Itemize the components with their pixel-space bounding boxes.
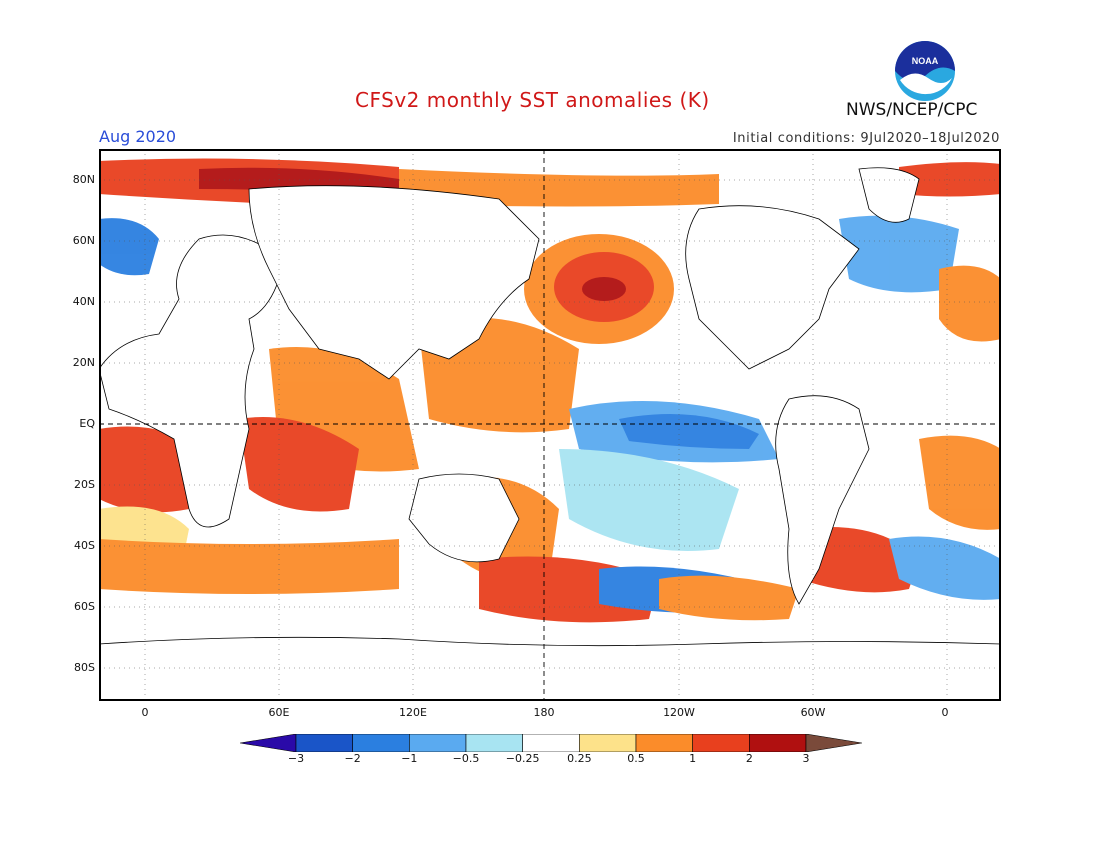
lat-label-80n: 80N [72,173,95,186]
lat-label-eq: EQ [79,417,95,430]
colorbar-arrow-max [805,734,862,752]
lon-label-120w: 120W [663,706,695,719]
colorbar-tick-label: 3 [802,752,810,765]
noaa-logo: NOAA [895,41,955,101]
colorbar-box [352,734,410,752]
colorbar-box [579,734,637,752]
colorbar-tick-label: −1 [401,752,418,765]
colorbar-box [522,734,580,752]
colorbar-box [295,734,353,752]
lat-label-20n: 20N [72,356,95,369]
lat-label-60n: 60N [72,234,95,247]
org-label: NWS/NCEP/CPC [846,100,978,120]
colorbar-box [635,734,693,752]
lon-label-0-east: 0 [941,706,949,719]
colorbar-tick-label: 2 [745,752,753,765]
sst-anomaly-map [99,149,1001,701]
svg-text:NOAA: NOAA [912,56,939,66]
colorbar-box [409,734,467,752]
anomaly-fields [99,158,1001,623]
gridlines [99,149,1001,701]
lat-label-40s: 40S [74,539,95,552]
lon-label-60e: 60E [268,706,290,719]
colorbar-box [692,734,750,752]
lat-label-60s: 60S [74,600,95,613]
lat-label-80s: 80S [74,661,95,674]
colorbar-tick-label: −0.5 [452,752,480,765]
colorbar [240,734,862,752]
lat-label-40n: 40N [72,295,95,308]
colorbar-tick-label: −2 [344,752,361,765]
colorbar-tick-label: 0.25 [567,752,592,765]
colorbar-box [465,734,523,752]
lon-label-60w: 60W [800,706,826,719]
colorbar-tick-label: −0.25 [505,752,540,765]
lon-label-0: 0 [141,706,149,719]
colorbar-arrow-min [240,734,297,752]
colorbar-tick-label: 0.5 [627,752,645,765]
lon-label-180: 180 [533,706,555,719]
initial-conditions: Initial conditions: 9Jul2020–18Jul2020 [732,131,1000,146]
colorbar-tick-label: 1 [689,752,697,765]
lat-label-20s: 20S [74,478,95,491]
colorbar-tick-label: −3 [287,752,305,765]
valid-month: Aug 2020 [99,127,177,146]
colorbar-box [749,734,807,752]
continents [99,167,1001,701]
lon-label-120e: 120E [399,706,427,719]
map-title: CFSv2 monthly SST anomalies (K) [355,88,710,112]
